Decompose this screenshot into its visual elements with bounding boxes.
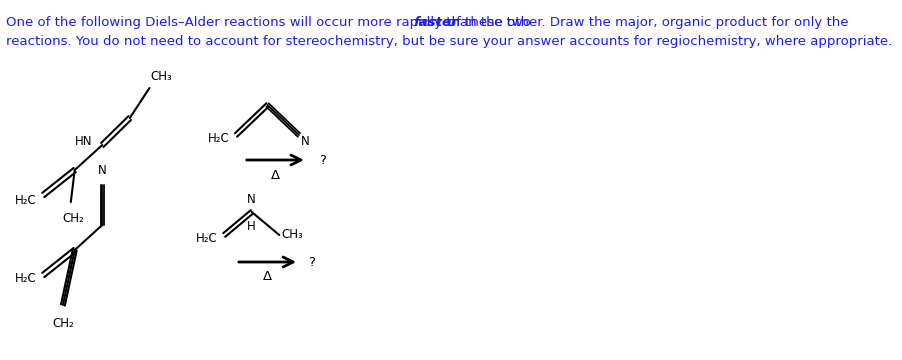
Text: N: N — [247, 193, 256, 206]
Text: ?: ? — [308, 256, 315, 269]
Text: of these two: of these two — [448, 16, 530, 29]
Text: N: N — [97, 164, 106, 177]
Text: CH₃: CH₃ — [281, 229, 303, 242]
Text: One of the following Diels–Alder reactions will occur more rapidly than the othe: One of the following Diels–Alder reactio… — [6, 16, 852, 29]
Text: N: N — [301, 135, 309, 148]
Text: reactions. You do not need to account for stereochemistry, but be sure your answ: reactions. You do not need to account fo… — [6, 35, 891, 48]
Text: HN: HN — [75, 135, 93, 148]
Text: CH₂: CH₂ — [62, 212, 84, 225]
Text: CH₃: CH₃ — [150, 70, 171, 83]
Text: H₂C: H₂C — [15, 194, 37, 207]
Text: H: H — [247, 220, 256, 233]
Text: Δ: Δ — [262, 270, 272, 284]
Text: H₂C: H₂C — [207, 131, 229, 144]
Text: Δ: Δ — [271, 168, 280, 181]
Text: H₂C: H₂C — [196, 231, 217, 244]
Text: CH₂: CH₂ — [53, 317, 75, 330]
Text: H₂C: H₂C — [15, 271, 37, 284]
Text: faster: faster — [413, 16, 458, 29]
Text: ?: ? — [318, 153, 325, 166]
